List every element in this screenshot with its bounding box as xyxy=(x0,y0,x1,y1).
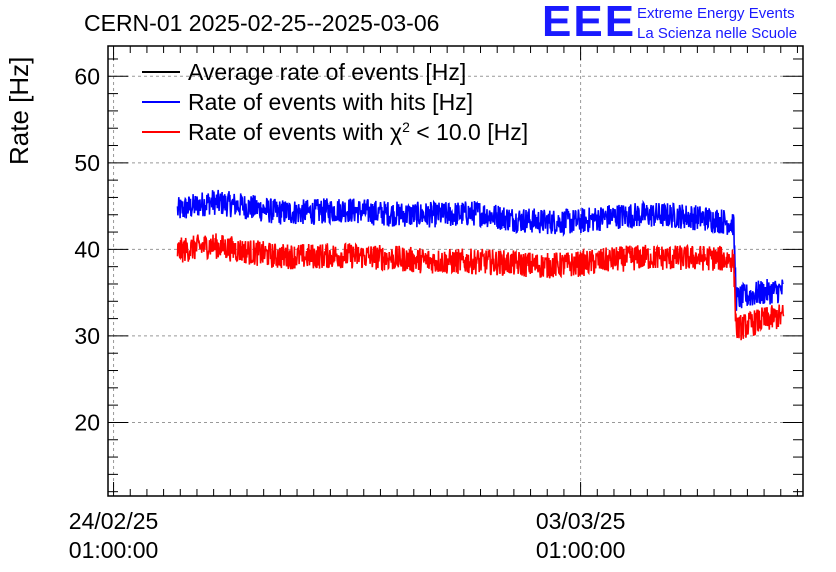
series-line-2 xyxy=(176,233,785,341)
y-tick-label: 40 xyxy=(74,236,100,262)
y-tick-label: 30 xyxy=(74,323,100,349)
legend-entry-1: Rate of events with hits [Hz] xyxy=(188,89,473,115)
y-tick-label: 50 xyxy=(74,150,100,176)
plot-frame xyxy=(107,45,804,497)
eee-logo: EEE xyxy=(542,0,637,46)
chart-title: CERN-01 2025-02-25--2025-03-06 xyxy=(84,10,440,36)
x-tick-label-date: 24/02/25 xyxy=(69,508,159,534)
x-tick-label-date: 03/03/25 xyxy=(536,508,626,534)
legend-entry-0: Average rate of events [Hz] xyxy=(188,59,466,85)
eee-logo-text: Extreme Energy Events La Scienza nelle S… xyxy=(637,4,797,44)
x-tick-label-time: 01:00:00 xyxy=(536,537,626,563)
y-tick-label: 60 xyxy=(74,63,100,89)
x-tick-label-time: 01:00:00 xyxy=(69,537,159,563)
y-tick-label: 20 xyxy=(74,409,100,435)
series-line-1 xyxy=(176,189,784,311)
eee-logo-line1: Extreme Energy Events xyxy=(637,5,795,22)
eee-logo-line2: La Scienza nelle Scuole xyxy=(637,25,798,42)
legend-entry-2: Rate of events with χ2 < 10.0 [Hz] xyxy=(188,119,528,145)
